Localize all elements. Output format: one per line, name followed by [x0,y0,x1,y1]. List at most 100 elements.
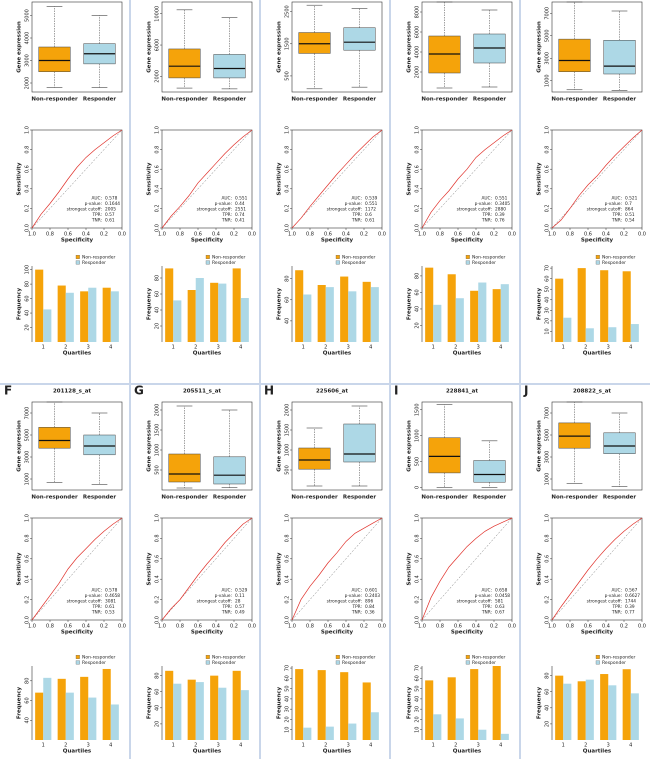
stat-label: strongest cutoff: [457,599,492,605]
stat-label: TPR: [481,604,492,610]
y-tick-label: 0.0 [155,224,161,232]
legend-label: Responder [602,660,626,666]
y-axis-label: Frequency [537,287,543,320]
y-tick-label: 0.2 [415,596,421,604]
x-tick-label: 0.0 [378,232,386,238]
box [168,48,201,79]
y-tick-label: 40 [25,717,31,723]
legend-label: Non-responder [212,255,246,261]
y-tick-label: 20 [25,324,31,330]
stat-label: AUC: [481,588,492,594]
y-tick-label: 60 [545,275,551,281]
stat-value: 2880 [495,207,506,213]
stat-label: p-value: [85,593,102,599]
bar [370,712,379,740]
x-tick-label: Responder [83,97,117,103]
stat-value: 0.601 [365,588,378,594]
stat-label: p-value: [215,593,232,599]
y-tick-label: 0.6 [285,555,291,563]
y-tick-label: 0.2 [25,204,31,212]
y-tick-label: 0.4 [545,575,551,583]
x-tick-label: 0.0 [508,232,516,238]
y-tick-label: 80 [415,273,421,279]
legend-label: Non-responder [82,255,116,261]
bar [630,693,639,740]
plot-frame [551,517,643,621]
y-tick-label: 80 [285,275,291,281]
bar [555,278,564,342]
panel-title: 201128_s_at [53,389,91,395]
plot-frame [31,1,123,93]
stat-label: p-value: [345,201,362,207]
y-tick-label: 20 [155,721,161,727]
x-tick-label: 0.4 [602,624,610,630]
roc-curve [421,129,513,229]
x-tick-label: Non-responder [551,97,598,103]
y-tick-label: 20 [285,716,291,722]
bar [80,676,89,740]
x-tick-label: 2 [324,345,327,351]
legend-swatch [75,655,80,659]
y-tick-label: 0.6 [415,555,421,563]
panel-label: G [134,384,144,398]
y-tick-label: 5000 [545,429,551,442]
bar [433,714,442,740]
legend-swatch [465,660,470,665]
x-tick-label: 0.4 [82,624,90,630]
legend-swatch [595,655,600,659]
x-tick-label: Non-responder [161,495,208,501]
box [558,38,591,72]
stat-value: 0.74 [235,212,245,218]
x-tick-label: 0.2 [360,624,368,630]
y-axis-label: Frequency [17,686,23,719]
x-tick-label: Responder [213,495,247,501]
legend-swatch [205,260,210,265]
bar [492,289,501,342]
y-tick-label: 20 [415,716,421,722]
x-tick-label: 0.8 [436,624,444,630]
y-tick-label: 3000 [545,451,551,464]
x-tick-label: 1 [302,345,305,351]
y-axis-label: Gene expression [147,420,153,472]
y-tick-label: 1.0 [25,514,31,522]
y-tick-label: 0.0 [25,616,31,624]
stat-value: 0.51 [625,212,635,218]
plot-frame [551,1,643,93]
x-axis-label: Quartiles [193,749,222,755]
legend-label: Non-responder [342,255,376,261]
y-tick-label: 0.2 [25,596,31,604]
plot-frame [421,129,513,229]
y-tick-label: 60 [285,297,291,303]
y-tick-label: 4000 [25,32,31,45]
reference-diagonal [291,517,383,621]
y-axis-label: Sensitivity [17,162,23,195]
x-tick-label: 0.6 [194,624,202,630]
x-axis-label: Quartiles [453,351,482,357]
x-tick-label: 3 [87,743,90,749]
bar [43,309,52,342]
y-tick-label: 40 [155,705,161,711]
y-tick-label: 20 [155,323,161,329]
x-tick-label: 4 [109,743,112,749]
y-axis-label: Sensitivity [537,162,543,195]
legend-label: Responder [342,660,366,666]
x-tick-label: 1.0 [418,232,426,238]
box [213,456,246,485]
bar [295,669,304,740]
stat-value: 0.84 [365,604,375,610]
x-tick-label: 1 [172,743,175,749]
x-tick-label: 0.2 [620,624,628,630]
y-tick-label: 20 [545,721,551,727]
stat-label: TPR: [91,212,102,218]
y-axis-label: Frequency [277,686,283,719]
bar [165,670,174,740]
x-tick-label: 2 [64,743,67,749]
panel-title: 208822_s_at [573,389,611,395]
legend-swatch [75,255,80,259]
y-tick-label: 3000 [25,451,31,464]
y-tick-label: 8000 [415,6,421,19]
bar [492,666,501,740]
reference-diagonal [421,129,513,229]
x-tick-label: Non-responder [291,495,338,501]
